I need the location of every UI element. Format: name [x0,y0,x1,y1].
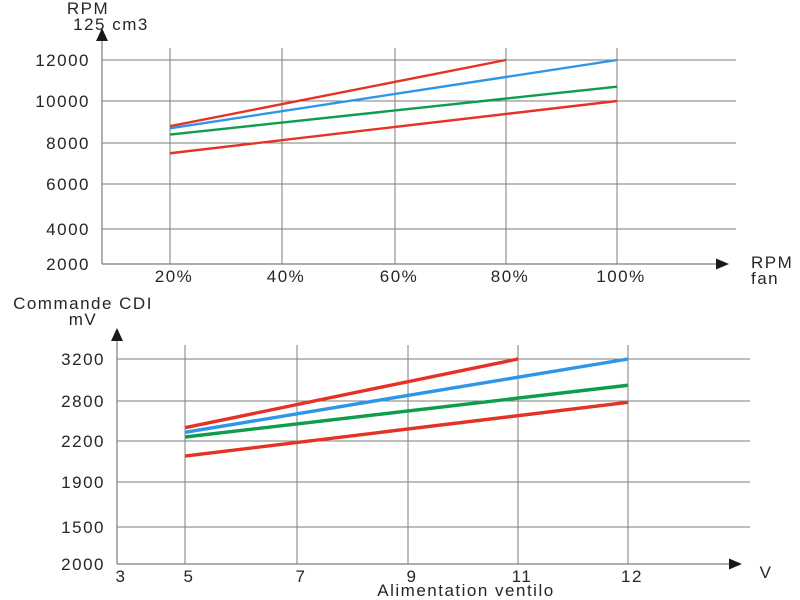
y-tick-label: 6000 [46,175,90,194]
x-tick-label: 80% [491,267,530,286]
series-red-lower-line [184,400,629,458]
y-tick-label: 8000 [46,134,90,153]
x-tick-label: 60% [380,267,419,286]
x-tick-label: 12 [621,567,643,586]
x-tick-label: 20% [155,267,194,286]
rpm-chart-x-axis-title-line1: RPM [751,253,793,272]
series-green-line [184,383,629,439]
cdi-vs-voltage-chart: 3200 2800 2200 1900 1500 2000 3 5 7 9 11 12 Command… [13,294,773,600]
y-tick-label: 2000 [46,255,90,274]
rpm-chart-y-axis-title-line2: 125 cm3 [73,15,149,34]
series-green-line [169,85,618,136]
series-red-lower-line [169,99,618,155]
y-tick-label: 2200 [61,432,105,451]
rpm-vs-fan-chart: 12000 10000 8000 6000 4000 2000 20% 40% 60% 80% 10… [35,0,793,288]
y-tick-label: 1500 [61,518,105,537]
y-tick-label: 12000 [35,51,90,70]
series-red-upper-line [184,357,519,430]
x-axis-arrowhead-icon [729,558,742,570]
x-tick-label: 7 [296,567,307,586]
y-tick-label: 2000 [61,555,105,574]
x-tick-label: 11 [512,567,533,586]
x-tick-label: 3 [116,567,127,586]
x-tick-label: 5 [184,567,195,586]
x-axis-arrowhead-icon [716,258,729,270]
series-blue-line [184,357,629,435]
y-axis-arrowhead-icon [111,328,123,341]
y-tick-label: 4000 [46,220,90,239]
series-blue-line [169,58,618,130]
y-tick-label: 1900 [61,473,105,492]
y-axis-arrowhead-icon [96,28,108,41]
cdi-chart-y-axis-title-line1: Commande CDI [13,294,153,313]
cdi-chart-y-axis-title-line2: mV [69,310,98,329]
cdi-chart-x-axis-caption: Alimentation ventilo [377,581,554,600]
y-tick-label: 3200 [61,350,105,369]
x-tick-label: 100% [596,267,645,286]
cdi-chart-x-axis-unit: V [760,563,773,582]
y-tick-label: 10000 [35,92,90,111]
rpm-chart-y-axis-title-line1: RPM [67,0,109,18]
y-tick-label: 2800 [61,392,105,411]
rpm-chart-x-axis-title-line2: fan [751,269,779,288]
series-red-upper-line [169,58,507,128]
x-tick-label: 9 [407,567,418,586]
x-tick-label: 40% [267,267,306,286]
